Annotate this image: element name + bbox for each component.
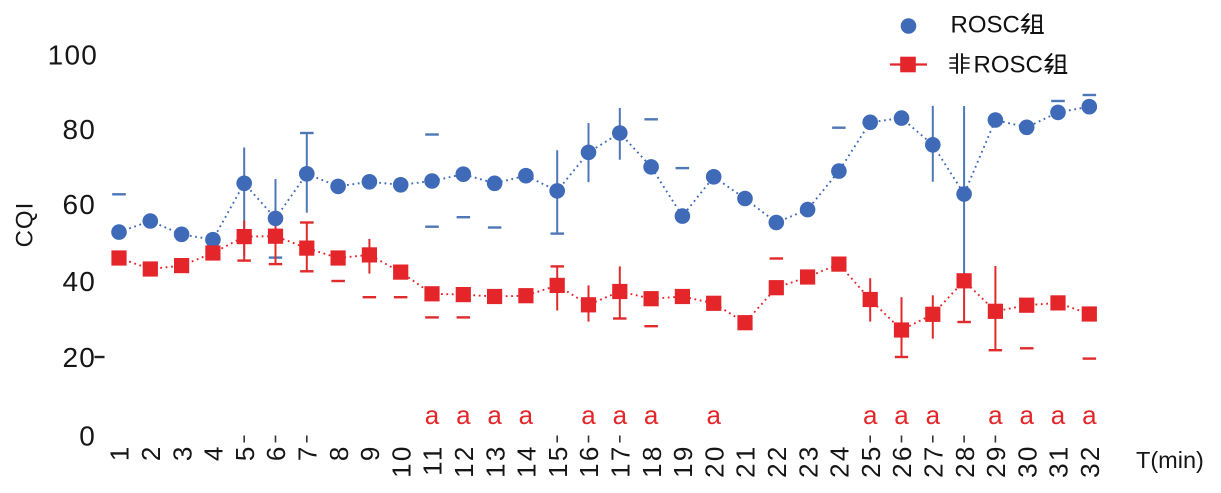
svg-text:a: a	[456, 400, 471, 430]
svg-text:20: 20	[699, 445, 729, 478]
svg-text:60: 60	[62, 189, 96, 220]
svg-text:ROSC: ROSC	[974, 52, 1043, 79]
svg-text:23: 23	[793, 445, 823, 478]
svg-text:24: 24	[825, 445, 855, 478]
svg-text:21: 21	[731, 445, 761, 478]
svg-text:a: a	[706, 400, 721, 430]
svg-text:a: a	[519, 400, 534, 430]
svg-text:4: 4	[199, 445, 229, 462]
svg-text:ROSC: ROSC	[951, 12, 1020, 39]
svg-text:10: 10	[386, 445, 416, 478]
svg-text:15: 15	[543, 445, 573, 478]
svg-text:0: 0	[79, 420, 96, 451]
svg-text:9: 9	[355, 445, 385, 462]
svg-text:18: 18	[637, 445, 667, 478]
svg-text:13: 13	[480, 445, 510, 478]
svg-text:a: a	[988, 400, 1003, 430]
svg-text:20: 20	[62, 342, 96, 373]
svg-text:a: a	[581, 400, 596, 430]
svg-text:26: 26	[887, 445, 917, 478]
svg-text:T(min): T(min)	[1136, 447, 1204, 473]
svg-text:a: a	[1082, 400, 1097, 430]
svg-text:a: a	[894, 400, 909, 430]
svg-text:7: 7	[293, 445, 323, 462]
svg-text:14: 14	[512, 445, 542, 478]
svg-text:31: 31	[1044, 445, 1074, 478]
svg-text:8: 8	[324, 445, 354, 462]
svg-text:CQI: CQI	[12, 202, 39, 248]
svg-text:a: a	[1019, 400, 1034, 430]
svg-text:a: a	[863, 400, 878, 430]
svg-text:3: 3	[167, 445, 197, 462]
svg-text:a: a	[613, 400, 628, 430]
svg-text:40: 40	[62, 266, 96, 297]
svg-text:a: a	[425, 400, 440, 430]
svg-text:28: 28	[950, 445, 980, 478]
svg-text:25: 25	[856, 445, 886, 478]
svg-text:1: 1	[105, 445, 135, 462]
svg-text:27: 27	[919, 445, 949, 478]
svg-text:17: 17	[606, 445, 636, 478]
svg-text:22: 22	[762, 445, 792, 478]
svg-text:11: 11	[418, 445, 448, 476]
svg-text:19: 19	[668, 445, 698, 478]
svg-text:16: 16	[574, 445, 604, 478]
svg-text:a: a	[926, 400, 941, 430]
svg-text:a: a	[487, 400, 502, 430]
svg-text:32: 32	[1075, 445, 1105, 478]
svg-text:12: 12	[449, 445, 479, 478]
svg-text:2: 2	[136, 445, 166, 462]
svg-text:6: 6	[261, 445, 291, 462]
svg-text:80: 80	[62, 114, 96, 145]
svg-text:5: 5	[230, 445, 260, 462]
svg-text:30: 30	[1012, 445, 1042, 478]
svg-text:a: a	[644, 400, 659, 430]
svg-text:29: 29	[981, 445, 1011, 478]
svg-text:100: 100	[48, 39, 98, 70]
svg-text:a: a	[1051, 400, 1066, 430]
